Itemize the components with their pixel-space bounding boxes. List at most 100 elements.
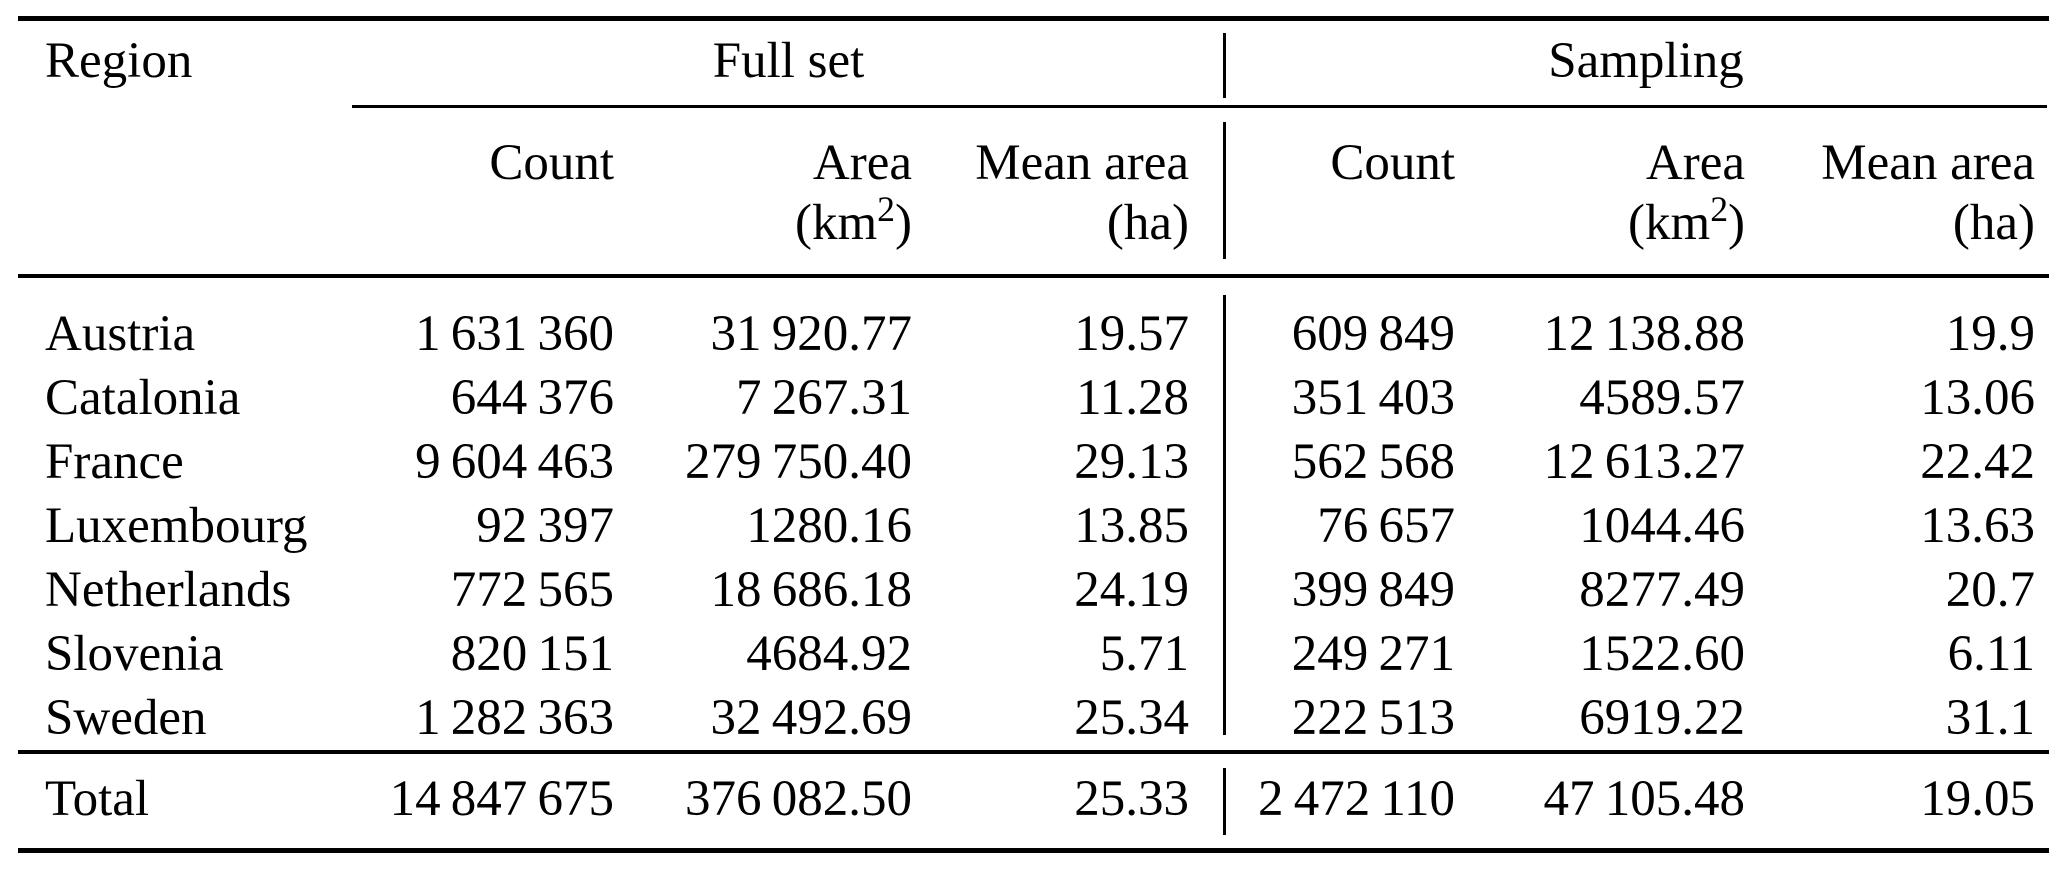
region-cell: Total — [45, 771, 150, 827]
sampling-mean-area-cell: 13.06 — [1920, 370, 2036, 426]
region-cell: Austria — [45, 306, 196, 362]
rule-top — [18, 16, 2049, 21]
region-cell: Slovenia — [45, 626, 224, 682]
sampling-area-cell: 8277.49 — [1579, 562, 1746, 618]
table-row: Netherlands 772 565 18 686.18 24.19 399 849 8… — [0, 558, 2067, 622]
sampling-area-cell: 12 138.88 — [1543, 306, 1746, 362]
full-mean-area-cell: 5.71 — [1099, 626, 1190, 682]
rule-under-group-headers — [352, 105, 2047, 108]
superscript-2: 2 — [1710, 189, 1729, 229]
full-area-header: Area (km2) — [614, 105, 912, 276]
full-mean-area-header: Mean area (ha) — [912, 105, 1225, 276]
full-mean-area-cell: 24.19 — [1074, 562, 1190, 618]
sampling-count-cell: 609 849 — [1291, 306, 1456, 362]
sampling-area-cell: 1522.60 — [1579, 626, 1746, 682]
full-count-cell: 820 151 — [450, 626, 614, 682]
statistics-table: Region Full set Sampling Count Area (km2… — [0, 16, 2067, 848]
sampling-count-header: Count — [1225, 105, 1455, 276]
full-count-cell: 1 282 363 — [415, 690, 614, 746]
full-count-cell: 772 565 — [450, 562, 614, 618]
area-unit: (km2) — [795, 189, 912, 251]
vertical-divider-segment — [1223, 33, 1226, 98]
full-count-cell: 1 631 360 — [415, 306, 614, 362]
total-row: Total 14 847 675 376 082.50 25.33 2 472 … — [0, 750, 2067, 848]
region-cell: Luxembourg — [45, 498, 308, 554]
full-mean-area-cell: 11.28 — [1076, 370, 1190, 426]
group-header-sampling: Sampling — [1548, 32, 1744, 89]
full-area-cell: 18 686.18 — [710, 562, 912, 618]
area-label: Area — [812, 135, 912, 191]
mean-area-unit: (ha) — [1952, 195, 2036, 251]
region-cell: Sweden — [45, 690, 207, 746]
area-unit: (km2) — [1628, 189, 1746, 251]
full-area-cell: 31 920.77 — [710, 306, 912, 362]
table-row: Luxembourg 92 397 1280.16 13.85 76 657 1044.4… — [0, 494, 2067, 558]
table-row: Austria 1 631 360 31 920.77 19.57 609 849 12 … — [0, 302, 2067, 366]
mean-area-unit: (ha) — [1106, 195, 1190, 251]
table-row: Slovenia 820 151 4684.92 5.71 249 271 1522.60… — [0, 622, 2067, 686]
full-count-cell: 9 604 463 — [415, 434, 614, 490]
region-cell: France — [45, 434, 184, 490]
sampling-area-cell: 4589.57 — [1579, 370, 1746, 426]
sampling-area-cell: 12 613.27 — [1543, 434, 1746, 490]
sampling-mean-area-cell: 31.1 — [1945, 690, 2036, 746]
full-area-cell: 32 492.69 — [710, 690, 912, 746]
table-row: Catalonia 644 376 7 267.31 11.28 351 403 4589… — [0, 366, 2067, 430]
full-mean-area-cell: 25.34 — [1074, 690, 1190, 746]
group-header-full-set: Full set — [712, 32, 865, 89]
sampling-mean-area-cell: 6.11 — [1947, 626, 2036, 682]
sampling-area-cell: 47 105.48 — [1543, 771, 1746, 827]
full-mean-area-cell: 19.57 — [1074, 306, 1190, 362]
sampling-area-cell: 6919.22 — [1579, 690, 1746, 746]
sampling-area-cell: 1044.46 — [1579, 498, 1746, 554]
sampling-mean-area-cell: 13.63 — [1920, 498, 2036, 554]
superscript-2: 2 — [877, 189, 896, 229]
column-header-row: Count Area (km2) Mean area (ha) Count Ar… — [0, 105, 2067, 276]
spacer-row — [0, 276, 2067, 302]
sampling-mean-area-cell: 19.05 — [1920, 771, 2036, 827]
area-label: Area — [1645, 135, 1746, 191]
full-count-cell: 92 397 — [476, 498, 614, 554]
empty-header-cell — [0, 105, 352, 276]
sampling-count-cell: 249 271 — [1291, 626, 1456, 682]
group-header-row: Region Full set Sampling — [0, 16, 2067, 105]
vertical-divider-segment — [1223, 768, 1226, 835]
count-label: Count — [1330, 135, 1456, 191]
rule-above-total — [18, 750, 2049, 754]
full-mean-area-cell: 29.13 — [1074, 434, 1190, 490]
full-area-cell: 376 082.50 — [685, 771, 912, 827]
full-area-cell: 4684.92 — [746, 626, 912, 682]
full-area-cell: 279 750.40 — [685, 434, 912, 490]
rule-bottom — [18, 848, 2049, 853]
sampling-mean-area-header: Mean area (ha) — [1745, 105, 2067, 276]
sampling-count-cell: 222 513 — [1291, 690, 1456, 746]
rule-under-column-headers — [18, 274, 2049, 278]
count-label: Count — [489, 135, 614, 191]
region-cell: Catalonia — [45, 370, 241, 426]
full-count-header: Count — [352, 105, 614, 276]
sampling-count-cell: 562 568 — [1291, 434, 1456, 490]
sampling-mean-area-cell: 22.42 — [1920, 434, 2036, 490]
vertical-divider-segment — [1223, 122, 1226, 259]
sampling-mean-area-cell: 20.7 — [1945, 562, 2036, 618]
full-area-cell: 7 267.31 — [736, 370, 912, 426]
table-body: Austria 1 631 360 31 920.77 19.57 609 849 12 … — [0, 276, 2067, 750]
full-area-cell: 1280.16 — [746, 498, 912, 554]
table-row: France 9 604 463 279 750.40 29.13 562 568 12 … — [0, 430, 2067, 494]
sampling-count-cell: 351 403 — [1291, 370, 1456, 426]
full-count-cell: 644 376 — [450, 370, 614, 426]
full-count-cell: 14 847 675 — [389, 771, 614, 827]
table-row: Sweden 1 282 363 32 492.69 25.34 222 513 6919… — [0, 686, 2067, 750]
region-header: Region — [45, 32, 193, 89]
mean-area-label: Mean area — [975, 135, 1190, 191]
full-mean-area-cell: 13.85 — [1074, 498, 1190, 554]
sampling-count-cell: 399 849 — [1291, 562, 1456, 618]
sampling-count-cell: 2 472 110 — [1257, 771, 1456, 827]
sampling-count-cell: 76 657 — [1317, 498, 1456, 554]
region-cell: Netherlands — [45, 562, 292, 618]
full-mean-area-cell: 25.33 — [1074, 771, 1190, 827]
mean-area-label: Mean area — [1821, 135, 2036, 191]
sampling-mean-area-cell: 19.9 — [1945, 306, 2036, 362]
vertical-divider-segment — [1223, 295, 1226, 735]
